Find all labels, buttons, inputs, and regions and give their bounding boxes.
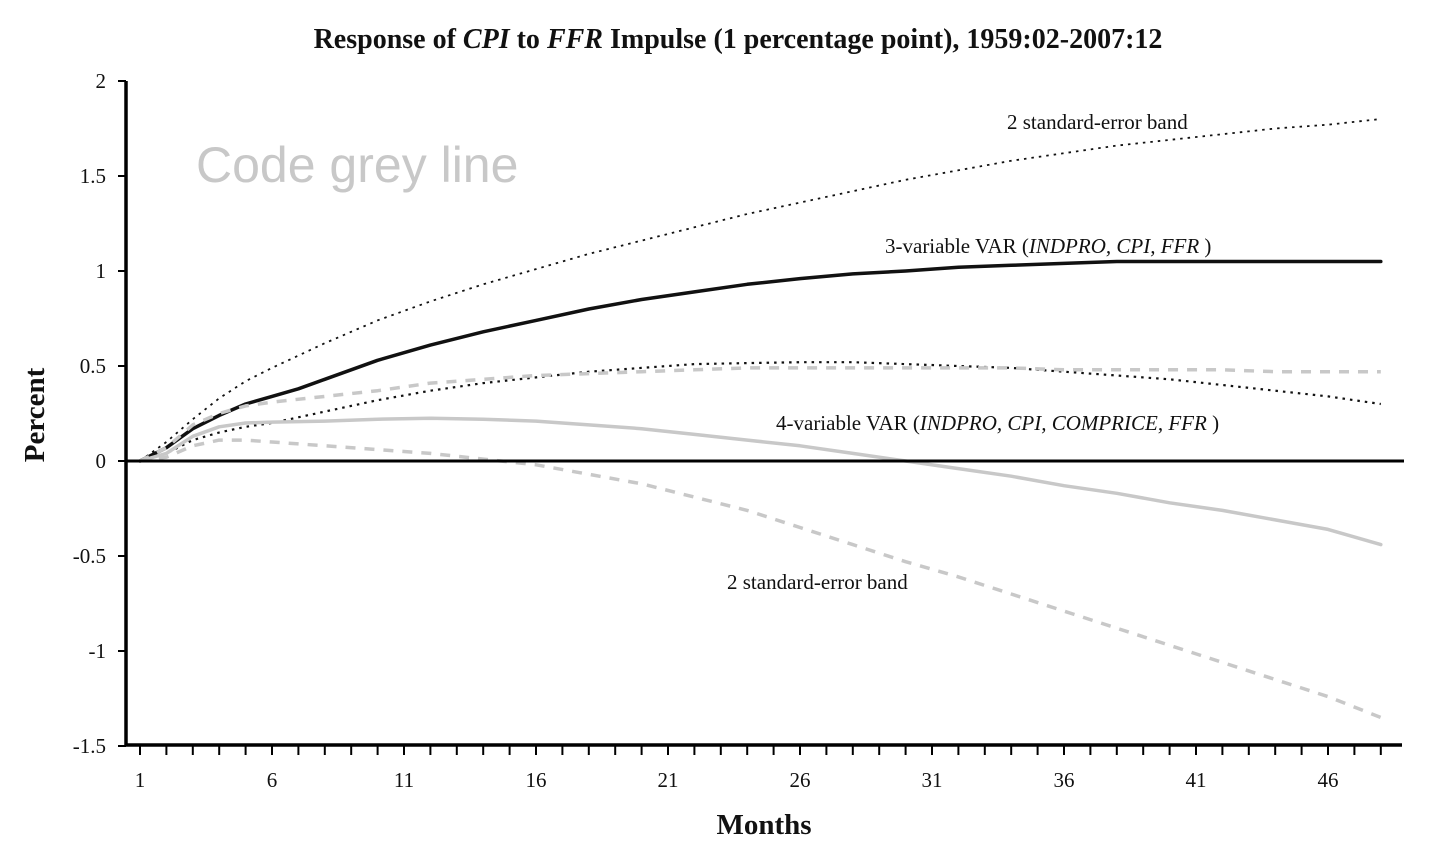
y-axis-title: Percent [19, 367, 51, 462]
var4-lower-band-line [139, 438, 1382, 720]
annotation-var4-part-1: INDPRO, CPI, COMPRICE, FFR [919, 411, 1212, 435]
annotation-var3-part-1: INDPRO, CPI, FFR [1028, 234, 1205, 258]
y-tick-label: -1 [89, 639, 107, 663]
x-tick-label: 11 [394, 768, 414, 792]
var3-lower-band-line [139, 361, 1381, 463]
y-tick-label: 2 [96, 69, 107, 93]
x-tick-label: 1 [135, 768, 146, 792]
var3-response-line [138, 259, 1383, 463]
annotation-var3: 3-variable VAR (INDPRO, CPI, FFR ) [885, 234, 1211, 258]
annotation-lower-band-part-0: 2 standard-error band [727, 570, 908, 594]
y-tick-label: 0 [96, 449, 107, 473]
title-part-0: Response of [314, 24, 463, 55]
x-tick-label: 41 [1186, 768, 1207, 792]
annotation-lower-band: 2 standard-error band [727, 570, 908, 594]
title-part-3: FFR [546, 24, 603, 55]
chart-title: Response of CPI to FFR Impulse (1 percen… [314, 24, 1163, 55]
annotation-var3-part-0: 3-variable VAR ( [885, 234, 1029, 258]
x-tick-label: 16 [526, 768, 547, 792]
y-tick-label: -0.5 [73, 544, 106, 568]
y-tick-label: 1.5 [80, 164, 106, 188]
x-tick-label: 46 [1318, 768, 1339, 792]
annotation-upper-band-part-0: 2 standard-error band [1007, 110, 1188, 134]
x-tick-label: 31 [922, 768, 943, 792]
x-tick-label: 6 [267, 768, 278, 792]
x-axis-ticks: 1 6 11 16 21 26 31 36 41 46 [135, 745, 1382, 792]
title-part-4: Impulse (1 percentage point), 1959:02-20… [603, 24, 1162, 55]
title-part-1: CPI [463, 24, 511, 55]
y-axis-ticks: -1.5 -1 -0.5 0 0.5 1 1.5 2 [73, 69, 126, 758]
x-tick-label: 26 [790, 768, 811, 792]
annotation-var3-part-2: ) [1204, 234, 1211, 258]
annotation-var4: 4-variable VAR (INDPRO, CPI, COMPRICE, F… [776, 411, 1219, 435]
series-layer [138, 118, 1383, 720]
var4-upper-band-line [139, 366, 1381, 463]
x-axis-title: Months [716, 809, 811, 841]
var3-upper-band-line [139, 118, 1381, 462]
var4-response-line [138, 416, 1383, 547]
y-tick-label: 0.5 [80, 354, 106, 378]
annotation-var4-part-0: 4-variable VAR ( [776, 411, 920, 435]
watermark-text: Code grey line [196, 137, 518, 193]
annotation-upper-band: 2 standard-error band [1007, 110, 1188, 134]
annotation-var4-part-2: ) [1212, 411, 1219, 435]
title-part-2: to [510, 24, 547, 55]
y-tick-label: -1.5 [73, 734, 106, 758]
x-tick-label: 21 [658, 768, 679, 792]
y-tick-label: 1 [96, 259, 107, 283]
x-tick-label: 36 [1054, 768, 1075, 792]
